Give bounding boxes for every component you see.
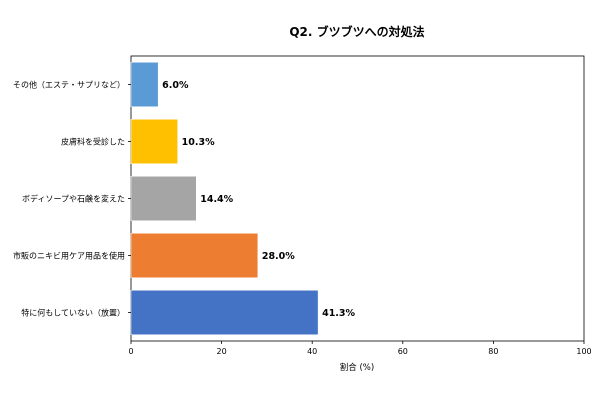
bar [130, 290, 319, 335]
x-tick-label: 100 [576, 347, 591, 356]
y-tick-label: 市販のニキビ用ケア用品を使用 [13, 251, 125, 261]
chart-title: Q2. ブツブツへの対処法 [289, 24, 424, 39]
y-tick-label: 皮膚科を受診した [61, 137, 125, 147]
x-axis-label: 割合 (%) [340, 362, 374, 373]
bar-value-label: 41.3% [322, 308, 355, 319]
x-tick-label: 20 [217, 347, 227, 356]
x-tick-label: 60 [398, 347, 408, 356]
bar-value-label: 28.0% [262, 251, 295, 262]
y-tick-label: ボディソープや石鹸を変えた [22, 194, 125, 204]
bar [130, 233, 259, 278]
bar [130, 176, 197, 221]
bar-value-label: 6.0% [162, 80, 189, 91]
y-tick-label: その他（エステ・サプリなど） [13, 80, 125, 90]
x-tick-label: 40 [307, 347, 317, 356]
x-tick-label: 80 [488, 347, 498, 356]
bar [130, 62, 159, 107]
x-tick-label: 0 [128, 347, 133, 356]
y-tick-label: 特に何もしていない（放置） [21, 308, 125, 318]
bar [130, 119, 178, 164]
bar-value-label: 14.4% [200, 194, 233, 205]
bar-value-label: 10.3% [182, 137, 215, 148]
